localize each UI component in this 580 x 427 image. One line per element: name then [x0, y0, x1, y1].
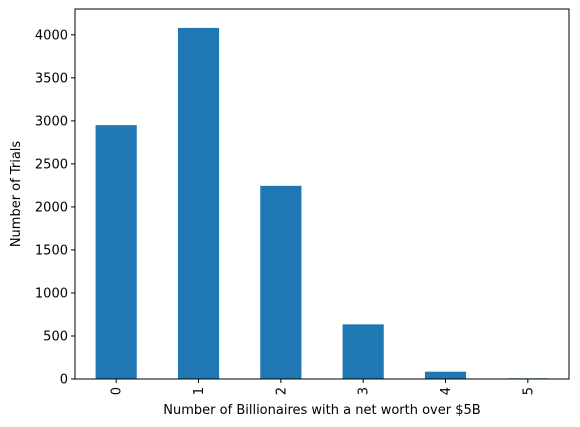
y-axis-label: Number of Trials [9, 141, 24, 248]
y-tick-label: 1500 [35, 243, 68, 258]
x-tick-label: 3 [357, 387, 372, 395]
y-tick-label: 500 [43, 329, 68, 344]
y-tick-label: 1000 [35, 286, 68, 301]
x-tick-label: 1 [192, 387, 207, 395]
y-tick-label: 0 [60, 373, 68, 388]
bar-2 [260, 185, 302, 379]
y-axis: 0 500 1000 1500 2000 2500 3000 3500 4000 [35, 28, 75, 388]
y-tick-label: 2000 [35, 200, 68, 215]
bar-1 [177, 27, 220, 380]
bar-4 [424, 371, 467, 379]
y-tick-label: 4000 [35, 28, 68, 43]
x-tick-label: 4 [439, 387, 454, 395]
y-tick-label: 2500 [35, 157, 68, 172]
x-axis: 0 1 2 3 4 5 [110, 379, 536, 395]
y-tick-label: 3500 [35, 71, 68, 86]
bar-3 [342, 324, 384, 379]
x-tick-label: 0 [110, 387, 125, 395]
plot-frame [74, 8, 570, 380]
x-tick-label: 5 [521, 387, 536, 395]
y-tick-label: 3000 [35, 114, 68, 129]
x-tick-label: 2 [274, 387, 289, 395]
plot-background [75, 9, 569, 379]
x-axis-label: Number of Billionaires with a net worth … [163, 403, 480, 418]
bar-0 [95, 125, 137, 379]
